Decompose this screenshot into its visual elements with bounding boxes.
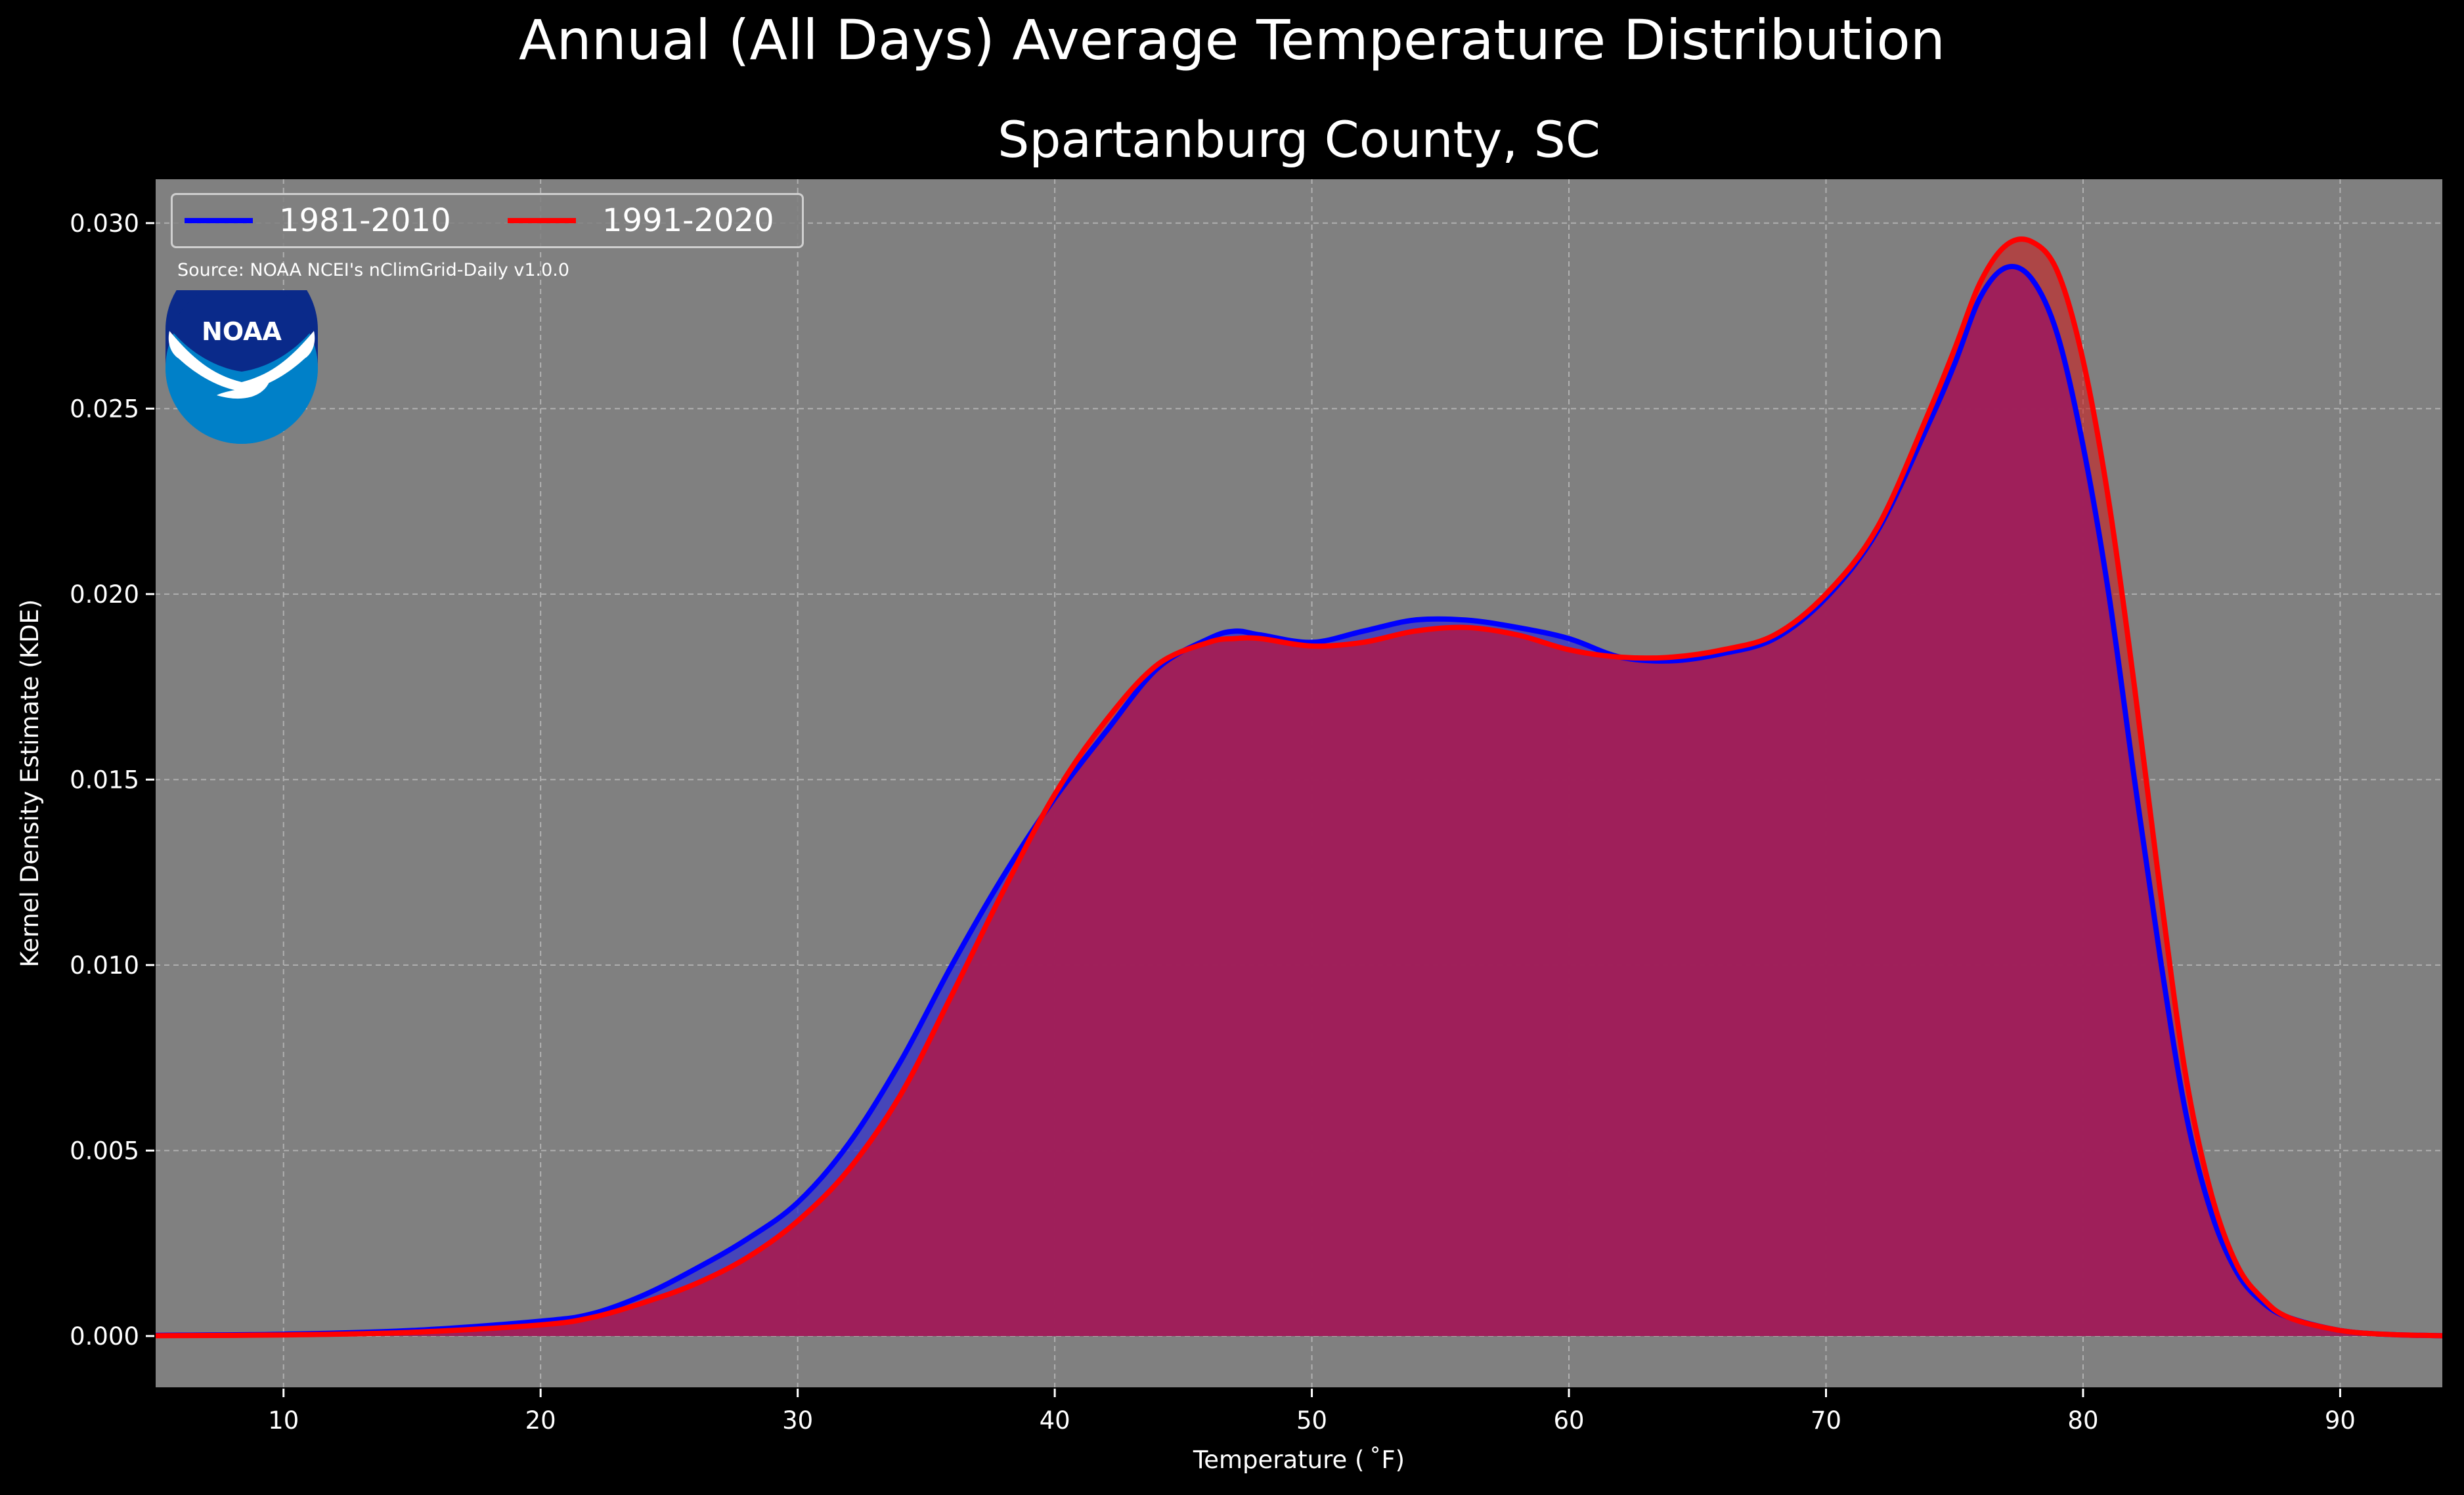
legend-label-1981-2010: 1981-2010 — [279, 202, 451, 239]
y-tick-label: 0.020 — [70, 580, 139, 609]
y-tick-label: 0.000 — [70, 1322, 139, 1351]
x-axis-label: Temperature ( ˚F) — [1193, 1446, 1405, 1474]
x-tick-label: 50 — [1296, 1406, 1327, 1435]
x-tick-label: 90 — [2325, 1406, 2356, 1435]
source-note: Source: NOAA NCEI's nClimGrid-Daily v1.0… — [177, 260, 570, 280]
legend-label-1991-2020: 1991-2020 — [602, 202, 774, 239]
figure-title: Annual (All Days) Average Temperature Di… — [519, 8, 1945, 72]
noaa-logo: NOAA — [165, 290, 318, 444]
legend-item-1981-2010: 1981-2010 — [185, 195, 451, 246]
x-tick-label: 40 — [1040, 1406, 1070, 1435]
series-line-1991-2020 — [154, 236, 2444, 1339]
x-tick-label: 70 — [1811, 1406, 1841, 1435]
axes: 10 20 30 40 50 60 70 80 90 0.000 0.005 0.010 0.015 0.… — [70, 178, 2444, 1435]
legend: 1981-2010 1991-2020 — [171, 193, 804, 248]
x-tick-label: 80 — [2067, 1406, 2098, 1435]
chart-subtitle: Spartanburg County, SC — [998, 110, 1600, 169]
y-tick-label: 0.025 — [70, 395, 139, 423]
y-tick-label: 0.005 — [70, 1137, 139, 1165]
y-tick-label: 0.015 — [70, 766, 139, 794]
legend-item-1991-2020: 1991-2020 — [508, 195, 774, 246]
series-fills — [155, 239, 2443, 1336]
series-line-1981-2010 — [154, 263, 2444, 1339]
x-tick-label: 30 — [782, 1406, 813, 1435]
y-tick-label: 0.010 — [70, 951, 139, 980]
noaa-logo-text: NOAA — [202, 317, 282, 346]
legend-swatch-1981-2010 — [185, 218, 253, 223]
y-tick-label: 0.030 — [70, 209, 139, 238]
legend-swatch-1991-2020 — [508, 218, 576, 223]
x-tick-label: 20 — [525, 1406, 556, 1435]
series-overlap-fill — [155, 266, 2443, 1336]
y-axis-label: Kernel Density Estimate (KDE) — [16, 599, 44, 968]
x-tick-label: 60 — [1553, 1406, 1584, 1435]
series-lines — [154, 236, 2444, 1339]
plot-frame — [154, 178, 2444, 1389]
x-tick-label: 10 — [268, 1406, 299, 1435]
